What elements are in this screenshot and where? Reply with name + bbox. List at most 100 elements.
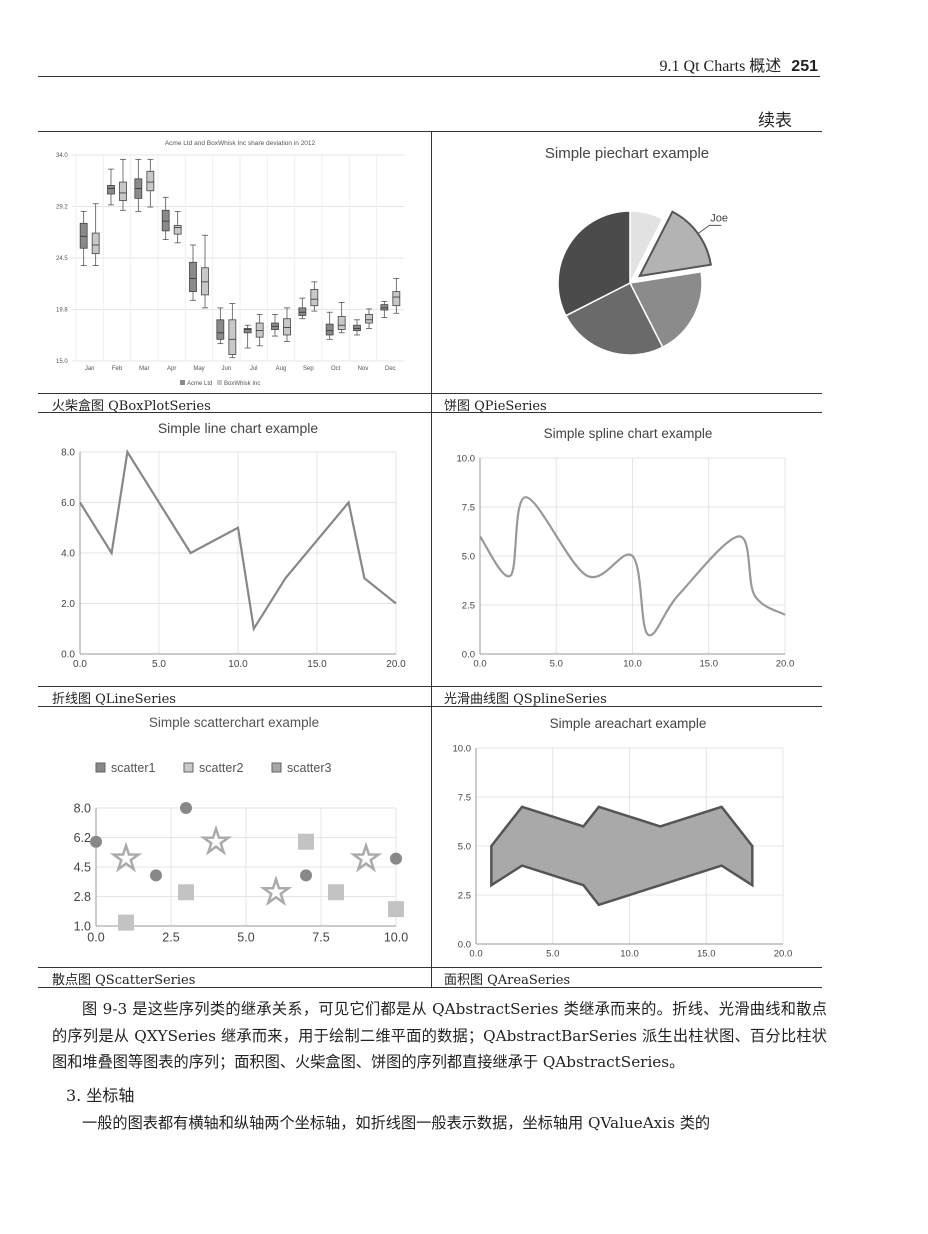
x-tick-label: Mar — [139, 366, 149, 372]
chart-title: Acme Ltd and BoxWhisk Inc share deviatio… — [165, 140, 316, 147]
caption-boxplot: 火柴盒图 QBoxPlotSeries — [52, 399, 211, 414]
y-tick-label: 34.0 — [56, 153, 68, 159]
running-head: 9.1 Qt Charts 概述 251 — [660, 52, 818, 76]
x-tick-label: 5.0 — [546, 949, 559, 960]
box — [146, 170, 155, 192]
chart-title: Simple spline chart example — [544, 426, 713, 441]
slice-label: Joe — [710, 212, 728, 224]
x-tick-label: 5.0 — [152, 659, 166, 670]
y-tick-label: 0.0 — [458, 939, 471, 950]
legend-marker — [271, 762, 282, 773]
table-rule — [38, 967, 822, 968]
box — [119, 181, 127, 201]
box — [337, 316, 346, 330]
scatter-point — [390, 852, 402, 865]
x-tick-label: 5.0 — [237, 931, 254, 945]
box — [161, 209, 170, 232]
box — [228, 319, 237, 355]
x-tick-label: 5.0 — [550, 659, 563, 670]
caption-line: 折线图 QLineSeries — [52, 692, 176, 707]
y-tick-label: 15.0 — [56, 359, 68, 365]
y-tick-label: 4.0 — [61, 549, 75, 560]
body-paragraph: 一般的图表都有横轴和纵轴两个坐标轴，如折线图一般表示数据，坐标轴用 QValue… — [82, 1114, 711, 1132]
x-tick-label: Dec — [385, 366, 396, 372]
area-chart: Simple areachart example 0.0 2.5 5.0 7.5 10.0… — [453, 716, 793, 960]
pie-slice — [557, 210, 631, 317]
legend-marker — [180, 380, 185, 385]
x-tick-label: 20.0 — [386, 659, 406, 670]
caption-area: 面积图 QAreaSeries — [444, 973, 571, 988]
box — [201, 267, 209, 296]
scatter-point — [349, 841, 383, 873]
y-tick-label: 24.5 — [56, 256, 68, 262]
scatter-point — [150, 869, 162, 882]
x-tick-label: Sep — [303, 366, 314, 372]
box — [353, 324, 361, 332]
scatter-point — [109, 841, 143, 873]
section-heading: 3. 坐标轴 — [66, 1086, 135, 1105]
caption-scatter: 散点图 QScatterSeries — [52, 973, 196, 988]
x-tick-label: 0.0 — [469, 949, 482, 960]
chart-title: Simple line chart example — [158, 420, 319, 436]
x-tick-label: 10.0 — [620, 949, 639, 960]
y-tick-label: 0.0 — [61, 650, 75, 661]
x-tick-label: Jan — [85, 366, 95, 372]
slice-label-leader — [697, 224, 722, 235]
x-tick-label: 15.0 — [697, 949, 716, 960]
y-tick-label: 7.5 — [458, 792, 471, 803]
box — [365, 313, 373, 324]
x-tick-label: Feb — [112, 366, 123, 372]
x-tick-label: Oct — [331, 366, 341, 372]
y-tick-label: 8.0 — [74, 801, 91, 815]
x-tick-label: 2.5 — [162, 931, 179, 945]
pie-slice — [564, 281, 664, 356]
box — [91, 232, 100, 255]
line-chart: Simple line chart example 0.0 2.0 4.0 6.0 8.0… — [61, 420, 406, 670]
table-continued-label: 续表 — [758, 111, 792, 131]
y-tick-label: 1.0 — [74, 919, 91, 933]
x-tick-label: 15.0 — [307, 659, 327, 670]
box — [310, 289, 319, 307]
area-fill — [490, 805, 754, 907]
box — [392, 291, 401, 307]
y-tick-label: 6.2 — [74, 831, 91, 845]
y-tick-label: 4.5 — [74, 860, 91, 874]
legend-label: scatter3 — [287, 761, 332, 775]
page-header: 9.1 Qt Charts 概述 251 — [38, 50, 820, 77]
y-tick-label: 10.0 — [457, 453, 476, 464]
x-tick-label: 15.0 — [700, 659, 719, 670]
caption-spline: 光滑曲线图 QSplineSeries — [444, 692, 607, 707]
spline-chart: Simple spline chart example 0.0 2.5 5.0 7.5 1… — [457, 426, 795, 670]
x-tick-label: Nov — [358, 366, 369, 372]
y-tick-label: 5.0 — [458, 841, 471, 852]
table-rule — [38, 686, 822, 687]
x-tick-label: Apr — [167, 366, 176, 372]
scatter-point — [300, 869, 312, 882]
table-rule — [38, 393, 822, 394]
pie-chart: Simple piechart example Joe — [545, 145, 728, 356]
scatter-point — [199, 824, 233, 856]
scatter-point — [388, 901, 404, 918]
x-tick-label: Jun — [221, 366, 231, 372]
table-rule — [38, 412, 822, 413]
y-tick-label: 8.0 — [61, 448, 75, 459]
x-tick-label: 7.5 — [312, 931, 329, 945]
table-column-divider — [431, 131, 432, 988]
box — [380, 304, 389, 311]
legend-marker — [217, 380, 222, 385]
box — [189, 261, 197, 293]
legend-label: BoxWhisk Inc — [224, 381, 260, 387]
series-spline — [479, 496, 786, 637]
box — [107, 184, 115, 195]
chart-title: Simple piechart example — [545, 145, 709, 162]
box — [216, 319, 225, 340]
x-tick-label: Jul — [250, 366, 258, 372]
scatter-point — [259, 875, 293, 907]
y-tick-label: 19.8 — [56, 308, 68, 314]
x-tick-label: Aug — [276, 366, 287, 372]
y-tick-label: 2.0 — [61, 599, 75, 610]
box — [243, 328, 252, 334]
y-tick-label: 5.0 — [462, 551, 475, 562]
legend-marker — [95, 762, 106, 773]
x-tick-label: 10.0 — [228, 659, 248, 670]
